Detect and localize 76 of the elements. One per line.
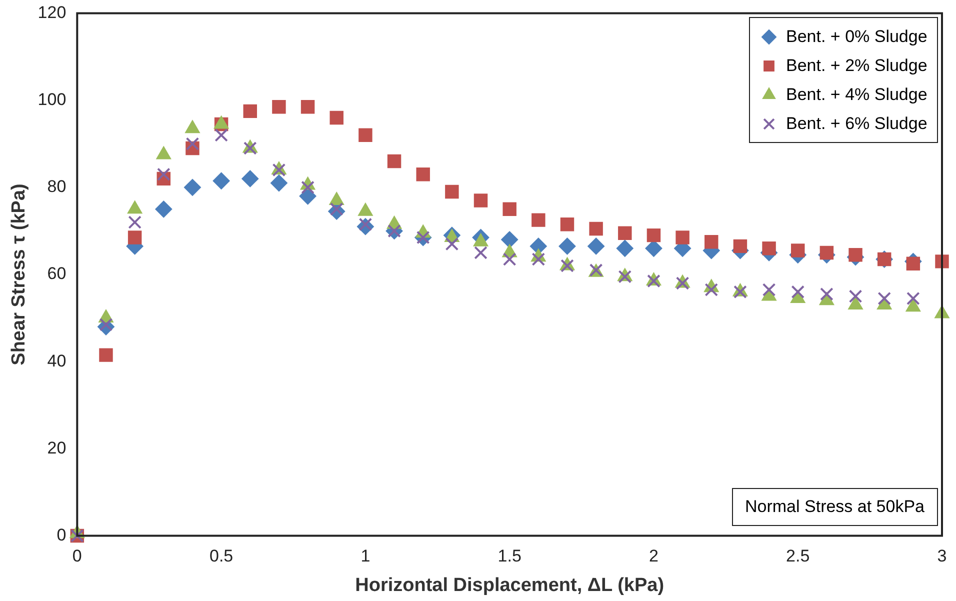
point — [935, 254, 949, 268]
legend-label: Bent. + 2% Sludge — [786, 56, 928, 76]
x-tick-label: 0 — [72, 546, 82, 566]
point — [676, 230, 690, 244]
point — [502, 252, 516, 266]
point — [589, 222, 603, 236]
point — [184, 178, 201, 196]
point — [270, 174, 288, 192]
point — [646, 228, 661, 242]
point — [128, 230, 142, 244]
x-axis-title: Horizontal Displacement, ΔL (kPa) — [355, 574, 664, 596]
point — [848, 290, 862, 303]
point — [560, 218, 574, 232]
y-tick-label: 80 — [47, 177, 66, 196]
legend-label: Bent. + 4% Sludge — [786, 84, 928, 105]
point — [906, 256, 920, 270]
point — [272, 100, 286, 114]
point — [186, 137, 200, 151]
point — [618, 226, 632, 240]
point — [501, 231, 518, 248]
y-tick-label: 100 — [38, 90, 66, 109]
point — [445, 237, 459, 251]
point — [99, 348, 113, 362]
point — [704, 283, 718, 296]
point — [445, 184, 459, 199]
x-tick-label: 0.5 — [209, 546, 234, 566]
point — [128, 216, 142, 229]
point — [99, 318, 113, 332]
point — [330, 110, 344, 125]
point — [704, 234, 718, 249]
point — [243, 104, 257, 118]
point — [214, 128, 228, 142]
point — [299, 188, 316, 205]
x-tick-label: 1 — [360, 546, 370, 566]
point — [532, 213, 546, 227]
point — [474, 246, 488, 260]
point — [416, 167, 430, 182]
y-tick-label: 20 — [47, 438, 66, 458]
y-axis-title: Shear Stress τ (kPa) — [8, 184, 30, 366]
x-tick-label: 1.5 — [498, 546, 522, 566]
point — [820, 246, 834, 260]
point — [733, 239, 748, 254]
point — [301, 180, 314, 194]
point — [502, 202, 516, 216]
point — [358, 128, 372, 142]
point — [762, 283, 776, 296]
y-tick-label: 0 — [56, 525, 66, 544]
x-tick-label: 2.5 — [786, 546, 810, 566]
x-tick-label: 3 — [937, 546, 947, 566]
y-tick-label: 120 — [38, 2, 66, 22]
y-tick-label: 40 — [47, 351, 66, 370]
legend-label: Bent. + 6% Sludge — [786, 114, 928, 134]
point — [588, 238, 605, 255]
point — [558, 238, 576, 255]
point — [272, 163, 286, 177]
point — [791, 285, 805, 299]
legend-label: Bent. + 0% Sludge — [786, 26, 928, 47]
point — [878, 292, 891, 306]
point — [155, 200, 172, 218]
point — [820, 287, 834, 301]
point — [848, 248, 862, 262]
point — [212, 172, 230, 190]
point — [300, 100, 315, 114]
x-tick-label: 2 — [648, 546, 658, 566]
point — [616, 240, 634, 257]
point — [532, 252, 546, 266]
annotation: Normal Stress at 50kPa — [732, 488, 938, 526]
point — [387, 154, 402, 168]
point — [156, 168, 170, 181]
point — [762, 242, 776, 256]
point — [734, 285, 747, 299]
point — [474, 194, 488, 208]
y-tick-label: 60 — [47, 264, 66, 284]
point — [906, 292, 920, 306]
point — [242, 170, 259, 188]
point — [790, 244, 805, 258]
